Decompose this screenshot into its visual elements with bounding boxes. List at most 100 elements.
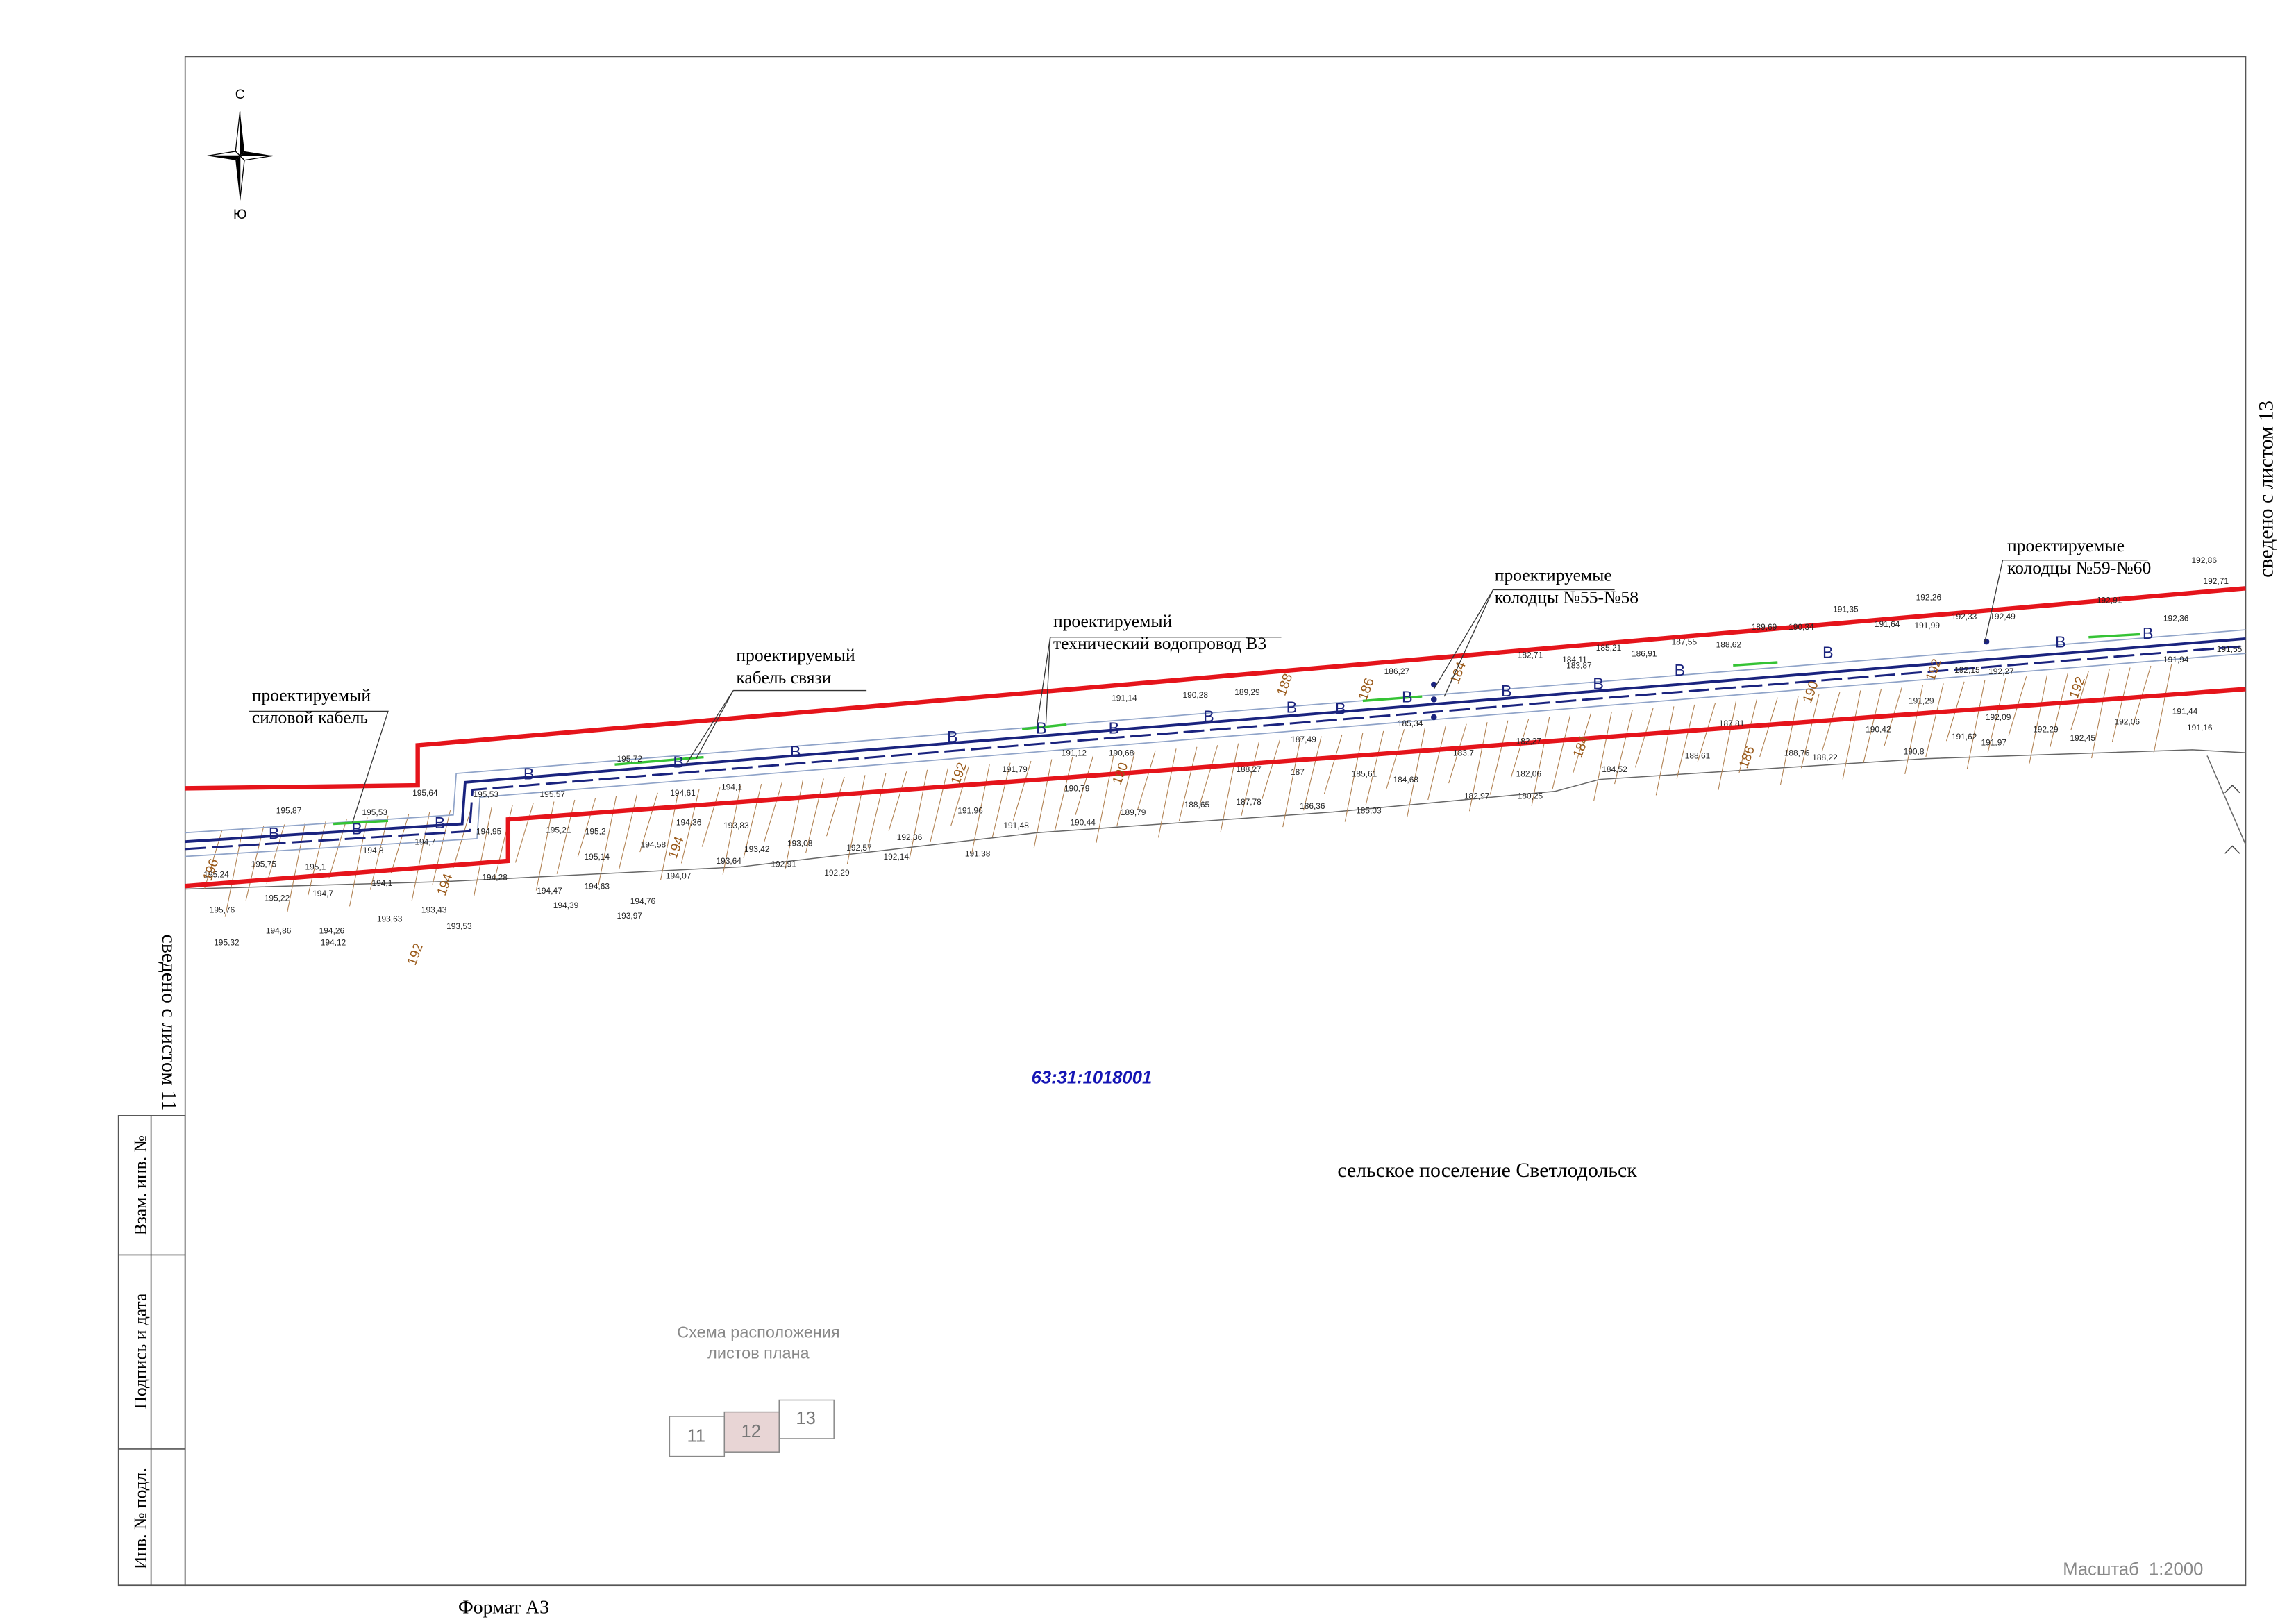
spot-height: 192,06 [2115,717,2140,727]
contour [1054,757,1073,832]
contour [1323,734,1343,794]
spot-height: 188,65 [1184,800,1210,810]
annotation: колодцы №59-№60 [2007,558,2151,578]
contour [349,817,368,907]
annotation: технический водопровод В3 [1053,633,1266,653]
pipe-marker: В [790,743,801,761]
scheme-title: Схема расположения [677,1323,839,1341]
contour [930,768,948,843]
spot-height: 191,48 [1003,821,1029,830]
spot-height: 187,81 [1719,719,1745,728]
spot-height: 189,29 [1234,687,1260,697]
pipe-marker: В [1822,644,1834,662]
pipe-outline [185,629,2246,834]
marker [2224,785,2240,794]
contour [1427,726,1446,801]
spot-height: 194,86 [266,926,292,935]
contour [1282,737,1301,828]
cable [185,645,2246,851]
spot-height: 192,36 [2163,613,2189,623]
spot-height: 194,28 [482,873,508,882]
spot-height: 194,26 [319,926,345,935]
contour [1738,699,1757,774]
spot-height: 194,58 [641,840,667,850]
north-label: С [235,87,245,102]
spot-height: 194,47 [537,886,562,896]
spot-height: 192,57 [846,843,872,853]
sheet-box [669,1416,726,1457]
spot-height: 188,27 [1236,764,1262,774]
pipe-marker: В [435,814,446,832]
annotation: проектируемый [736,645,855,665]
spot-height: 193,63 [377,914,403,923]
spot-height: 184,52 [1602,764,1627,774]
scale-label: Масштаб 1:2000 [2063,1560,2203,1580]
spot-height: 195,21 [546,825,571,835]
spot-height: 189,69 [1752,622,1777,632]
contour [680,789,700,864]
contour [950,766,969,826]
contour [2050,673,2068,747]
pipe-marker: В [1036,719,1047,737]
spot-height: 187,78 [1236,797,1262,807]
contour [888,771,907,831]
spot-height: 192,91 [2097,596,2122,605]
annotation: проектируемые [2007,535,2125,555]
pipe-marker: В [1402,688,1413,706]
contour [1780,696,1799,785]
spot-height: 192,27 [1988,667,2014,676]
pipe-marker: В [673,753,684,771]
contour [1863,688,1882,763]
stamp [117,1115,186,1587]
spot-height: 185,21 [1596,643,1622,653]
cadastral-number: 63:31:1018001 [1032,1068,1153,1087]
contour [1593,711,1612,801]
spot-height: 195,72 [617,754,643,764]
annotation: кабель связи [736,667,831,687]
spot-height: 194,76 [630,896,656,906]
contour [287,822,306,912]
spot-height: 194,36 [676,818,702,828]
north-arrow [207,111,273,201]
spot-height: 187 [1291,767,1305,777]
frame [184,56,2247,1587]
contour [1697,703,1716,762]
contour [1759,697,1778,757]
contour [577,798,596,857]
spot-height: 191,79 [1002,764,1028,774]
spot-height: 194,1 [721,782,742,792]
match-line-label: сведено с листом 11 [158,935,181,1111]
spot-height: 195,32 [214,938,240,948]
contour [1655,706,1675,796]
spot-height: 186,27 [1384,667,1410,676]
spot-height: 195,57 [540,789,566,799]
contour [1614,710,1633,785]
contour [991,762,1011,837]
spot-height: 195,87 [276,806,302,816]
spot-height: 194,95 [476,827,502,837]
spot-height: 195,53 [474,789,499,799]
spot-height: 180,25 [1518,791,1543,801]
settlement-name: сельское поселение Светлодольск [1337,1159,1637,1182]
spot-height: 190,44 [1070,818,1096,828]
spot-height: 195,1 [305,862,326,872]
spot-height: 195,64 [412,788,438,798]
spot-height: 194,12 [321,938,346,948]
comm-cable [333,633,2141,826]
stamp-label: Инв. № подл. [131,1468,151,1569]
contour [1116,752,1135,827]
spot-height: 184,11 [1562,655,1587,664]
spot-height: 183,87 [1566,661,1592,671]
contour [1573,713,1591,773]
contour [971,764,990,854]
spot-height: 187,49 [1291,735,1316,744]
pipe-marker: В [1203,707,1214,725]
contour [867,773,887,848]
contour-lines [203,664,2172,917]
contour [2153,664,2172,753]
spot-height: 195,2 [585,827,606,837]
contour [1800,694,1820,769]
spot-height: 192,86 [2191,555,2217,565]
spot-height: 192,45 [2070,733,2096,743]
